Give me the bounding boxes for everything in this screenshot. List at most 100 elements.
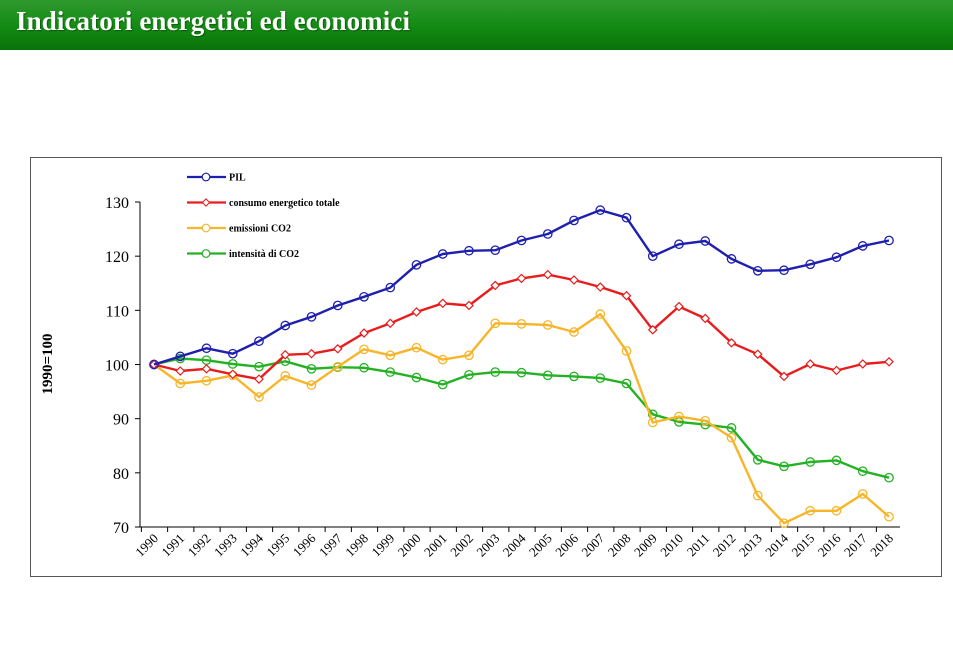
data-point-pil xyxy=(700,236,711,246)
data-point-pil xyxy=(411,259,422,270)
data-point-pil xyxy=(385,282,396,293)
data-point-pil xyxy=(332,300,343,311)
data-point-emissioni-co2 xyxy=(516,319,527,329)
x-tick-label: 1992 xyxy=(185,531,214,560)
x-tick-label: 2017 xyxy=(841,530,870,559)
x-tick-label: 2003 xyxy=(473,531,502,560)
data-point-emissioni-co2 xyxy=(647,417,658,428)
data-point-consumo-energetico-totale xyxy=(726,337,737,348)
x-tick-label: 2016 xyxy=(815,530,844,559)
y-tick-label: 100 xyxy=(105,358,129,375)
data-point-consumo-energetico-totale xyxy=(674,301,684,312)
data-point-intensit-di-co2 xyxy=(542,370,553,381)
data-point-consumo-energetico-totale xyxy=(385,318,396,329)
data-point-consumo-energetico-totale xyxy=(254,374,264,384)
data-point-intensit-di-co2 xyxy=(254,361,264,372)
legend-marker-intensit-di-co2 xyxy=(201,249,211,258)
data-point-consumo-energetico-totale xyxy=(490,280,501,291)
data-point-emissioni-co2 xyxy=(779,518,789,529)
data-point-consumo-energetico-totale xyxy=(621,290,632,301)
series-emissioni-co2 xyxy=(149,309,894,529)
x-tick-label: 2001 xyxy=(421,531,450,560)
data-point-consumo-energetico-totale xyxy=(779,371,789,382)
data-point-pil xyxy=(516,235,527,246)
data-point-pil xyxy=(201,343,212,354)
data-point-intensit-di-co2 xyxy=(831,455,842,466)
y-tick-label: 80 xyxy=(113,466,129,483)
data-point-consumo-energetico-totale xyxy=(831,365,842,376)
x-tick-label: 1995 xyxy=(263,531,292,560)
x-tick-label: 2009 xyxy=(631,531,660,560)
data-point-pil xyxy=(542,229,553,239)
y-tick-label: 120 xyxy=(105,249,129,266)
legend-marker-pil xyxy=(201,172,211,182)
data-point-consumo-energetico-totale xyxy=(411,307,422,317)
data-point-pil xyxy=(674,239,684,250)
data-point-pil xyxy=(752,265,763,276)
data-point-pil xyxy=(464,245,474,256)
data-point-emissioni-co2 xyxy=(569,327,579,337)
x-tick-label: 2014 xyxy=(762,530,791,559)
data-point-emissioni-co2 xyxy=(201,375,212,386)
chart-frame xyxy=(30,157,942,577)
data-point-pil xyxy=(359,291,369,302)
x-tick-label: 2002 xyxy=(447,531,476,560)
data-point-emissioni-co2 xyxy=(280,371,291,381)
series-line-emissioni-co2 xyxy=(153,312,890,525)
series-consumo-energetico-totale xyxy=(149,269,894,384)
data-point-consumo-energetico-totale xyxy=(569,275,579,285)
x-tick-label: 2007 xyxy=(578,530,607,559)
data-point-consumo-energetico-totale xyxy=(595,282,606,292)
legend-item-consumo-energetico-totale: consumo energetico totale xyxy=(187,198,340,209)
data-point-intensit-di-co2 xyxy=(569,371,579,382)
data-point-emissioni-co2 xyxy=(674,411,684,422)
data-point-consumo-energetico-totale xyxy=(884,356,894,367)
data-point-intensit-di-co2 xyxy=(464,369,474,380)
data-point-pil xyxy=(306,311,317,322)
x-tick-label: 1996 xyxy=(290,530,319,559)
data-point-intensit-di-co2 xyxy=(227,359,238,369)
data-point-pil xyxy=(149,359,159,370)
data-point-intensit-di-co2 xyxy=(752,454,763,465)
data-point-emissioni-co2 xyxy=(884,511,894,522)
data-point-pil xyxy=(227,348,238,359)
x-tick-label: 2011 xyxy=(684,531,713,560)
data-point-intensit-di-co2 xyxy=(516,367,527,378)
data-point-emissioni-co2 xyxy=(332,361,343,372)
data-point-emissioni-co2 xyxy=(175,378,186,389)
data-point-pil xyxy=(254,336,264,347)
x-tick-label: 2008 xyxy=(605,531,634,560)
data-point-emissioni-co2 xyxy=(306,380,317,390)
data-point-intensit-di-co2 xyxy=(726,423,737,433)
data-point-consumo-energetico-totale xyxy=(516,273,527,284)
data-point-intensit-di-co2 xyxy=(884,472,894,483)
data-point-consumo-energetico-totale xyxy=(647,324,658,335)
data-point-emissioni-co2 xyxy=(752,490,763,501)
data-point-intensit-di-co2 xyxy=(595,373,606,383)
x-tick-label: 2000 xyxy=(395,531,424,560)
legend-item-pil: PIL xyxy=(187,173,246,184)
data-point-emissioni-co2 xyxy=(700,415,711,426)
data-point-intensit-di-co2 xyxy=(306,363,317,374)
data-point-emissioni-co2 xyxy=(831,505,842,516)
data-point-consumo-energetico-totale xyxy=(332,343,343,354)
data-point-pil xyxy=(726,254,737,264)
data-point-intensit-di-co2 xyxy=(779,461,789,472)
data-point-emissioni-co2 xyxy=(385,350,396,361)
data-point-emissioni-co2 xyxy=(411,342,422,353)
title-banner: Indicatori energetici ed economici xyxy=(0,0,953,50)
data-point-pil xyxy=(805,259,816,270)
x-tick-label: 2013 xyxy=(736,531,765,560)
data-point-consumo-energetico-totale xyxy=(464,300,474,311)
y-tick-label: 90 xyxy=(113,412,129,429)
series-line-pil xyxy=(153,208,890,366)
data-point-consumo-energetico-totale xyxy=(437,298,448,309)
data-point-emissioni-co2 xyxy=(359,344,369,355)
data-point-consumo-energetico-totale xyxy=(227,369,238,380)
legend-marker-emissioni-co2 xyxy=(201,223,211,233)
data-point-consumo-energetico-totale xyxy=(306,348,317,359)
data-point-pil xyxy=(569,215,579,226)
data-point-intensit-di-co2 xyxy=(857,466,868,477)
data-point-emissioni-co2 xyxy=(621,346,632,356)
data-point-pil xyxy=(857,241,868,251)
